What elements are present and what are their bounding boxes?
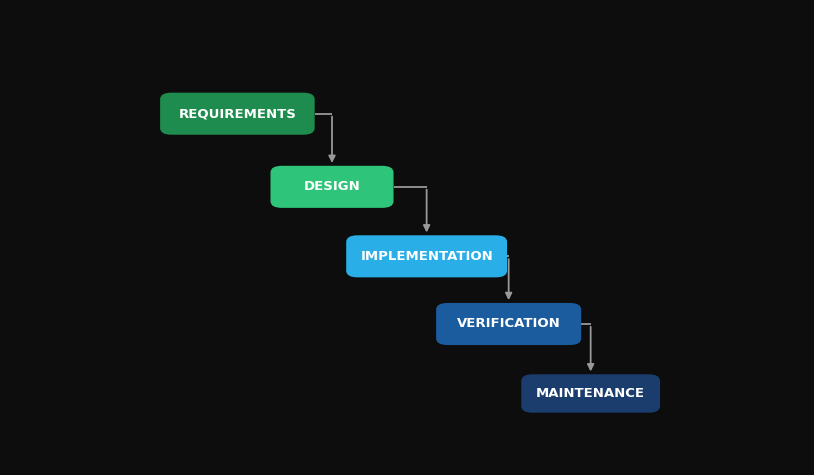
Text: IMPLEMENTATION: IMPLEMENTATION: [361, 250, 493, 263]
FancyBboxPatch shape: [436, 303, 581, 345]
Text: REQUIREMENTS: REQUIREMENTS: [178, 107, 296, 120]
FancyBboxPatch shape: [270, 166, 393, 208]
FancyBboxPatch shape: [160, 93, 315, 135]
Text: DESIGN: DESIGN: [304, 180, 361, 193]
FancyBboxPatch shape: [346, 235, 507, 277]
Text: MAINTENANCE: MAINTENANCE: [536, 387, 646, 400]
FancyBboxPatch shape: [521, 374, 660, 413]
Text: VERIFICATION: VERIFICATION: [457, 317, 561, 331]
